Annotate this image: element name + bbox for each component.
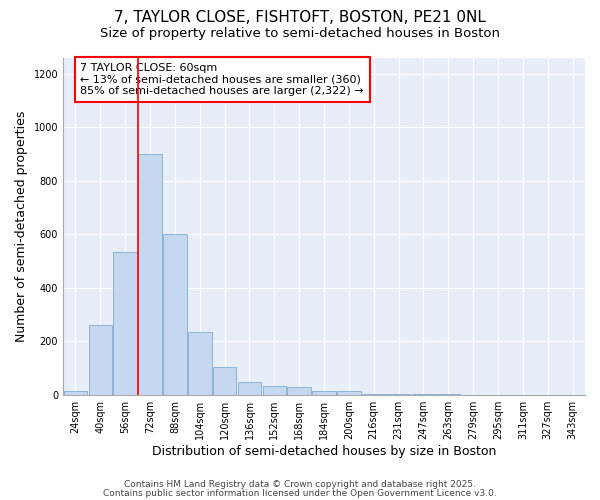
Text: Contains HM Land Registry data © Crown copyright and database right 2025.: Contains HM Land Registry data © Crown c… bbox=[124, 480, 476, 489]
Bar bbox=[188, 332, 212, 394]
Bar bbox=[213, 366, 236, 394]
Bar bbox=[337, 392, 361, 394]
Bar bbox=[89, 325, 112, 394]
Bar bbox=[113, 252, 137, 394]
Bar bbox=[312, 390, 336, 394]
Y-axis label: Number of semi-detached properties: Number of semi-detached properties bbox=[15, 110, 28, 342]
Text: Size of property relative to semi-detached houses in Boston: Size of property relative to semi-detach… bbox=[100, 28, 500, 40]
Bar bbox=[287, 387, 311, 394]
Text: Contains public sector information licensed under the Open Government Licence v3: Contains public sector information licen… bbox=[103, 488, 497, 498]
X-axis label: Distribution of semi-detached houses by size in Boston: Distribution of semi-detached houses by … bbox=[152, 444, 496, 458]
Bar bbox=[64, 390, 87, 394]
Bar bbox=[138, 154, 162, 394]
Bar bbox=[263, 386, 286, 394]
Bar bbox=[238, 382, 261, 394]
Text: 7, TAYLOR CLOSE, FISHTOFT, BOSTON, PE21 0NL: 7, TAYLOR CLOSE, FISHTOFT, BOSTON, PE21 … bbox=[114, 10, 486, 25]
Text: 7 TAYLOR CLOSE: 60sqm
← 13% of semi-detached houses are smaller (360)
85% of sem: 7 TAYLOR CLOSE: 60sqm ← 13% of semi-deta… bbox=[80, 63, 364, 96]
Bar bbox=[163, 234, 187, 394]
